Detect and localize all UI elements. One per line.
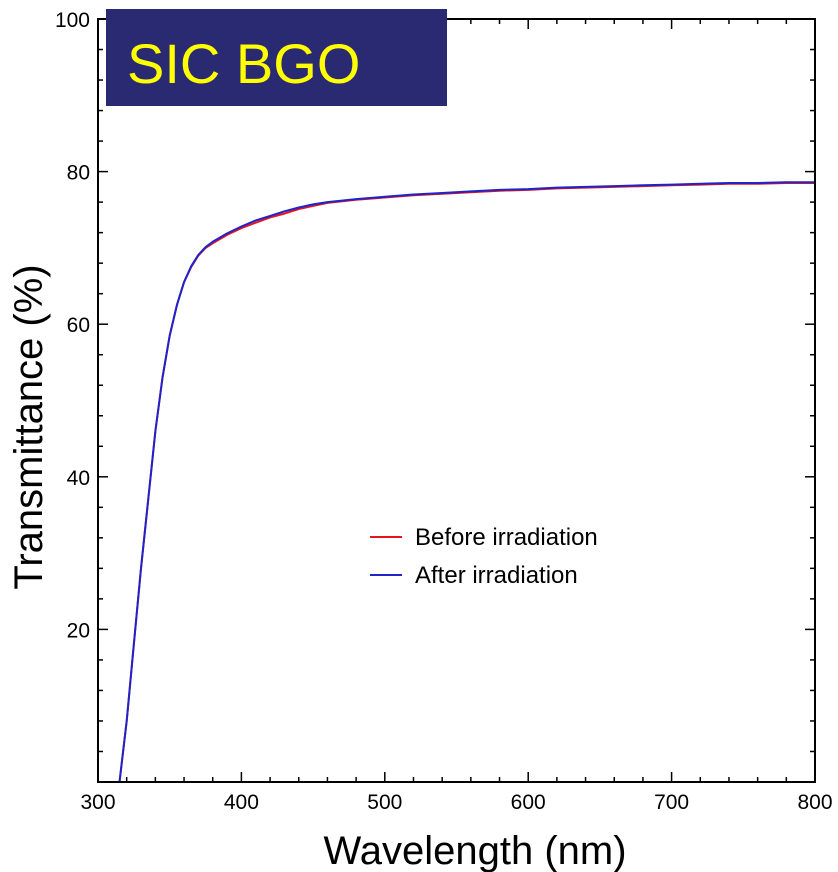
chart-title: SIC BGO (127, 32, 360, 95)
series-line-before (118, 182, 815, 783)
title-background (106, 9, 447, 106)
series-line-after (118, 181, 815, 783)
x-tick-label: 300 (80, 791, 115, 814)
x-tick-label: 600 (511, 791, 546, 814)
legend: Before irradiation After irradiation (370, 524, 598, 589)
series-layer (118, 181, 815, 783)
x-tick-label: 700 (654, 791, 689, 814)
plot-frame (97, 18, 816, 783)
legend-label-after: After irradiation (415, 562, 578, 589)
title-box: SIC BGO (106, 9, 447, 106)
y-tick-label: 20 (67, 619, 90, 642)
y-tick-label: 40 (67, 467, 90, 490)
y-tick-label: 100 (55, 9, 90, 32)
legend-label-before: Before irradiation (415, 524, 598, 551)
x-tick-label: 500 (367, 791, 402, 814)
x-tick-label: 800 (797, 791, 832, 814)
x-tick-label: 400 (224, 791, 259, 814)
y-axis-label: Transmittance (%) (7, 264, 51, 589)
ticks-layer: 300 400 500 600 700 800 20 40 60 80 100 (55, 9, 833, 814)
x-axis-label: Wavelength (nm) (323, 829, 626, 872)
y-tick-label: 60 (67, 314, 90, 337)
y-tick-label: 80 (67, 162, 90, 185)
